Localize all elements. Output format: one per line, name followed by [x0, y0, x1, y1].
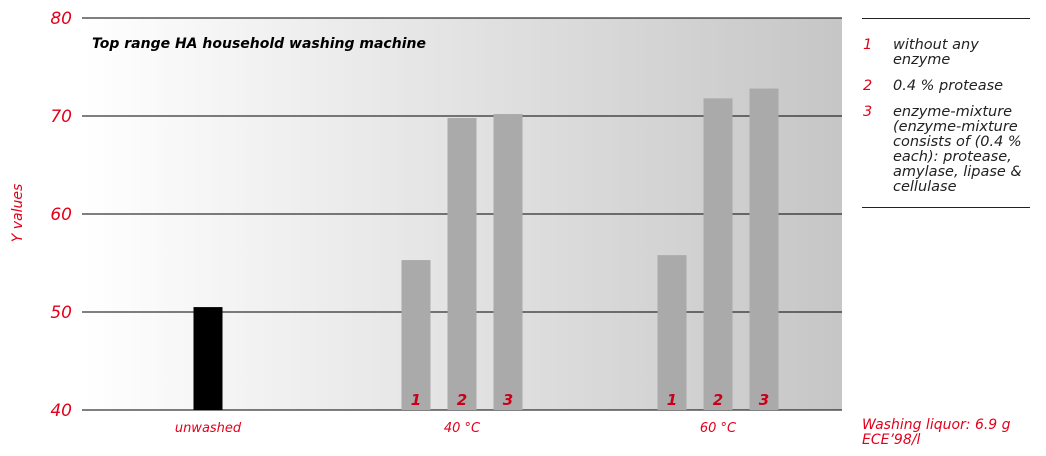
legend-item-1: 1 without any enzyme: [862, 38, 1030, 68]
legend-item-3: 3 enzyme-mixture (enzyme-mixture consist…: [862, 105, 1030, 195]
x-tick-label: unwashed: [175, 421, 242, 436]
y-tick-label: 60: [50, 205, 72, 225]
legend-bottom-divider: [862, 207, 1030, 208]
bar: [493, 114, 523, 410]
bar: [193, 307, 223, 410]
x-tick-label: 40 °C: [444, 421, 481, 436]
legend-text: without any enzyme: [893, 37, 979, 68]
legend: 1 without any enzyme 2 0.4 % protease 3 …: [862, 18, 1030, 208]
legend-text: enzyme-mixture (enzyme-mixture consists …: [893, 104, 1022, 195]
bar-number-label: 3: [503, 391, 513, 409]
chart-title: Top range HA household washing machine: [92, 36, 426, 52]
bar: [703, 98, 733, 411]
legend-text: 0.4 % protease: [893, 78, 1004, 94]
bar: [657, 255, 687, 410]
bar-number-label: 2: [713, 391, 723, 409]
bar: [749, 88, 779, 410]
y-tick-label: 80: [50, 9, 72, 29]
x-tick-label: 60 °C: [700, 421, 737, 436]
bar-number-label: 1: [667, 391, 677, 409]
washing-liquor-note: Washing liquor: 6.9 g ECE’98/l: [862, 417, 1011, 448]
legend-top-divider: [862, 18, 1030, 19]
legend-number: 2: [863, 78, 873, 94]
legend-number: 1: [863, 37, 873, 53]
bar-number-label: 3: [759, 391, 769, 409]
y-tick-label: 50: [50, 303, 72, 323]
y-tick-label: 70: [50, 107, 72, 127]
bar: [447, 117, 477, 411]
legend-number: 3: [863, 104, 873, 120]
legend-item-2: 2 0.4 % protease: [862, 79, 1030, 94]
bar: [401, 260, 431, 410]
bar-number-label: 1: [411, 391, 421, 409]
bar-number-label: 2: [457, 391, 467, 409]
y-tick-label: 40: [50, 401, 72, 421]
y-axis-label: Y values: [10, 184, 26, 243]
